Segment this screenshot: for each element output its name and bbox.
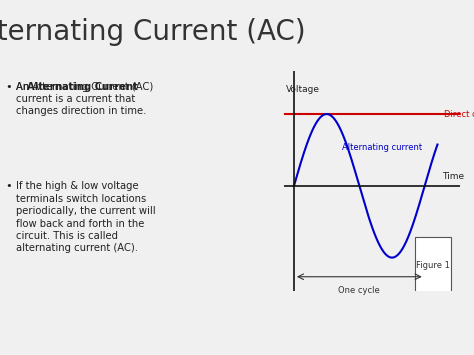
Text: Voltage: Voltage [286, 85, 320, 94]
Text: Time: Time [442, 172, 465, 181]
Text: •: • [6, 181, 12, 191]
Text: Figure 1: Figure 1 [416, 261, 450, 270]
Text: An: An [17, 82, 33, 92]
FancyBboxPatch shape [414, 236, 451, 293]
Text: Alternating Current: Alternating Current [27, 82, 137, 92]
Text: Alternating current: Alternating current [342, 143, 422, 152]
Text: One cycle: One cycle [338, 286, 380, 295]
Text: Alternating Current (AC): Alternating Current (AC) [0, 18, 305, 46]
Text: An Alternating Current (AC)
current is a current that
changes direction in time.: An Alternating Current (AC) current is a… [17, 82, 154, 116]
Text: •: • [6, 82, 12, 92]
Text: Direct current: Direct current [444, 110, 474, 119]
Text: If the high & low voltage
terminals switch locations
periodically, the current w: If the high & low voltage terminals swit… [17, 181, 156, 253]
